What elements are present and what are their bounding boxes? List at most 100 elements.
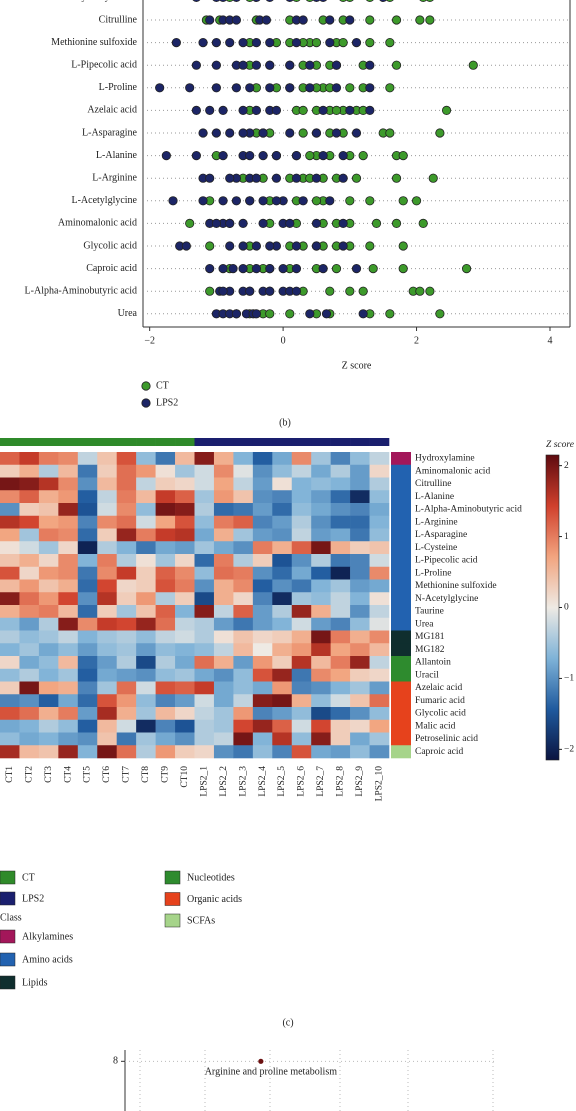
heatmap-cell: [233, 656, 254, 670]
heatmap-cell: [77, 541, 98, 555]
heatmap-cell: [38, 605, 59, 619]
heatmap-cell: [175, 630, 195, 644]
dot: [385, 83, 395, 93]
heatmap-cell: [233, 477, 254, 491]
heatmap-cell: [19, 579, 40, 593]
heatmap-cell: [175, 707, 195, 721]
dot: [225, 37, 235, 48]
dot: [398, 241, 408, 251]
heatmap-cell: [97, 477, 117, 491]
dot: [205, 241, 215, 251]
heatmap-cell: [350, 515, 370, 529]
heatmap-cell: [369, 630, 390, 644]
heatmap-cell: [272, 477, 293, 491]
heatmap-cell: [155, 707, 176, 721]
heatmap-cell: [213, 630, 234, 644]
heatmap-cell: [291, 681, 312, 695]
heatmap-cell: [0, 554, 20, 568]
heatmap-cell: [97, 528, 117, 542]
heatmap-cell: [233, 694, 254, 708]
heatmap-cell: [0, 630, 20, 644]
heatmap-cell: [19, 707, 40, 721]
group-bar: [194, 438, 215, 446]
heatmap-cell: [291, 707, 312, 721]
legend-swatch: [164, 913, 181, 928]
dot: [298, 128, 308, 138]
heatmap-cell: [0, 694, 20, 708]
dot: [258, 218, 268, 228]
heatmap-cell: [136, 566, 156, 580]
dot: [298, 196, 308, 206]
row-label: Fumaric acid: [415, 696, 465, 706]
dot: [161, 151, 171, 161]
heatmap-cell: [350, 745, 370, 759]
row-label: L-Alpha-Aminobutyric acid: [415, 505, 522, 515]
dot: [305, 309, 315, 319]
class-strip: [391, 617, 411, 631]
heatmap-cell: [77, 503, 98, 517]
heatmap-cell: [97, 554, 117, 568]
heatmap-cell: [155, 452, 176, 466]
heatmap-cell: [77, 579, 98, 593]
x-tick-label: −2: [144, 335, 155, 346]
heatmap-cell: [252, 515, 273, 529]
dot: [371, 218, 382, 228]
dot: [331, 83, 342, 93]
heatmap-cell: [58, 630, 79, 644]
heatmap-cell: [116, 579, 137, 593]
group-bar: [136, 438, 156, 446]
dot: [181, 241, 191, 251]
legend-swatch: [164, 892, 181, 906]
dot: [331, 105, 342, 116]
row-label: L-Alpha-Aminobutyric acid: [25, 285, 137, 296]
colorbar-tick-label: −2: [564, 745, 574, 755]
heatmap-cell: [233, 503, 254, 517]
heatmap-cell: [350, 719, 370, 733]
dot: [298, 105, 308, 116]
heatmap-cell: [97, 745, 117, 759]
heatmap-cell: [213, 605, 234, 619]
heatmap-cell: [38, 745, 59, 759]
column-label: CT1: [5, 766, 15, 783]
heatmap-cell: [136, 745, 156, 759]
colorbar-title: Z score: [546, 440, 574, 450]
heatmap-cell: [350, 732, 370, 746]
heatmap-cell: [38, 668, 59, 682]
heatmap-cell: [38, 490, 59, 504]
heatmap-cell: [155, 719, 176, 733]
heatmap-cell: [19, 490, 40, 504]
heatmap-cell: [38, 515, 59, 529]
heatmap-cell: [97, 719, 117, 733]
heatmap-cell: [369, 605, 390, 619]
heatmap-cell: [0, 668, 20, 682]
heatmap-cell: [77, 707, 98, 721]
dot: [258, 196, 268, 206]
heatmap-cell: [116, 617, 137, 631]
dot: [461, 263, 472, 274]
dot: [391, 60, 402, 70]
dot: [312, 0, 321, 2]
heatmap-cell: [136, 617, 156, 631]
heatmap-cell: [194, 656, 215, 670]
dot: [385, 37, 395, 48]
heatmap-cell: [155, 566, 176, 580]
heatmap-cell: [38, 694, 59, 708]
heatmap-cell: [97, 681, 117, 695]
heatmap-cell: [58, 503, 79, 517]
dot: [385, 128, 395, 138]
heatmap-cell: [194, 528, 215, 542]
heatmap-cell: [272, 592, 293, 606]
row-label: Citrulline: [99, 14, 138, 25]
dot: [415, 286, 425, 296]
heatmap-cell: [194, 566, 215, 580]
heatmap-cell: [330, 528, 351, 542]
dot: [345, 15, 355, 25]
column-label: LPS2_1: [199, 766, 209, 797]
heatmap-cell: [0, 681, 20, 695]
heatmap-cell: [136, 554, 156, 568]
dot: [338, 173, 348, 183]
row-label: L-Alanine: [415, 492, 454, 502]
heatmap-cell: [311, 477, 331, 491]
heatmap-cell: [350, 617, 370, 631]
heatmap-cell: [116, 592, 137, 606]
